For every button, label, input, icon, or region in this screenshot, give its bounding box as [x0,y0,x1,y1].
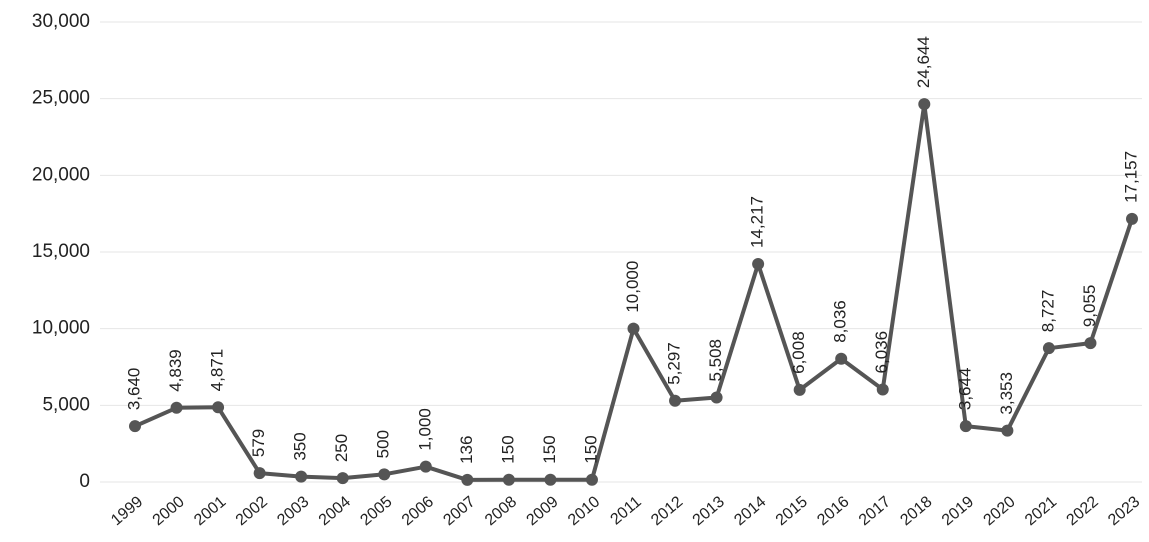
data-label: 24,644 [914,36,933,88]
y-tick-label: 10,000 [32,318,90,339]
x-tick-label: 2010 [565,493,603,529]
data-label: 136 [457,436,476,464]
x-tick-label: 2019 [939,493,977,529]
y-tick-label: 5,000 [42,394,90,415]
data-label: 4,871 [208,349,227,392]
data-label: 500 [374,430,393,458]
data-label: 579 [249,429,268,457]
data-label: 250 [332,434,351,462]
data-label: 5,297 [665,342,684,385]
x-tick-label: 2014 [731,493,769,529]
data-label: 4,839 [166,349,185,392]
data-point [253,467,266,480]
x-tick-label: 2002 [233,493,271,529]
data-point [876,383,889,396]
x-tick-label: 2016 [814,493,852,529]
x-tick-label: 2003 [274,493,312,529]
x-tick-label: 2020 [980,493,1018,529]
x-tick-label: 2006 [399,493,437,529]
data-label: 1,000 [415,408,434,451]
data-label: 9,055 [1080,285,1099,328]
x-tick-label: 2015 [773,493,811,529]
data-point [502,473,515,486]
x-tick-label: 2011 [607,493,644,528]
x-tick-label: 2013 [690,493,728,529]
data-label: 3,644 [955,368,974,411]
x-tick-label: 2007 [440,493,478,529]
x-tick-label: 2001 [191,493,229,529]
x-tick-label: 2008 [482,493,520,529]
data-point [752,258,765,271]
data-point [1126,212,1138,225]
x-tick-label: 2012 [648,493,686,529]
data-point [212,401,225,414]
y-tick-label: 25,000 [32,88,90,109]
data-label: 8,036 [831,300,850,343]
data-label: 10,000 [623,261,642,313]
data-point [627,322,640,335]
data-point [419,460,432,473]
data-point [378,468,391,481]
data-point [170,401,183,414]
data-label: 5,508 [706,339,725,382]
x-tick-label: 2005 [357,493,395,529]
x-tick-label: 1999 [108,493,146,529]
y-tick-label: 0 [79,471,90,492]
data-point [1042,342,1055,355]
data-point [585,473,598,486]
x-tick-label: 2000 [150,493,188,529]
data-label: 17,157 [1121,151,1140,203]
data-label: 8,727 [1038,290,1057,333]
data-point [1084,337,1097,350]
data-label: 3,640 [124,368,143,411]
y-tick-label: 20,000 [32,164,90,185]
x-tick-label: 2022 [1064,493,1102,529]
data-point [1001,424,1014,437]
data-label: 6,008 [789,331,808,374]
data-point [129,420,141,433]
data-label: 14,217 [748,196,767,248]
x-tick-label: 2021 [1022,493,1060,529]
data-label: 6,036 [872,331,891,374]
data-label: 3,353 [997,372,1016,415]
data-point [336,472,349,485]
y-tick-label: 30,000 [32,11,90,32]
data-label: 150 [540,435,559,463]
data-point [461,473,474,486]
data-point [793,383,806,396]
data-point [835,352,848,365]
data-point [669,394,682,407]
data-point [918,98,931,111]
data-label: 150 [581,435,600,463]
data-point [959,420,972,433]
data-point [710,391,723,404]
x-tick-label: 2023 [1105,493,1143,529]
y-tick-label: 15,000 [32,241,90,262]
data-point [544,473,557,486]
data-point [295,470,308,483]
x-tick-label: 2004 [316,493,354,529]
x-tick-label: 2017 [856,493,894,529]
x-tick-label: 2018 [897,493,935,529]
data-label: 150 [498,435,517,463]
x-tick-label: 2009 [524,493,562,529]
data-label: 350 [291,432,310,460]
